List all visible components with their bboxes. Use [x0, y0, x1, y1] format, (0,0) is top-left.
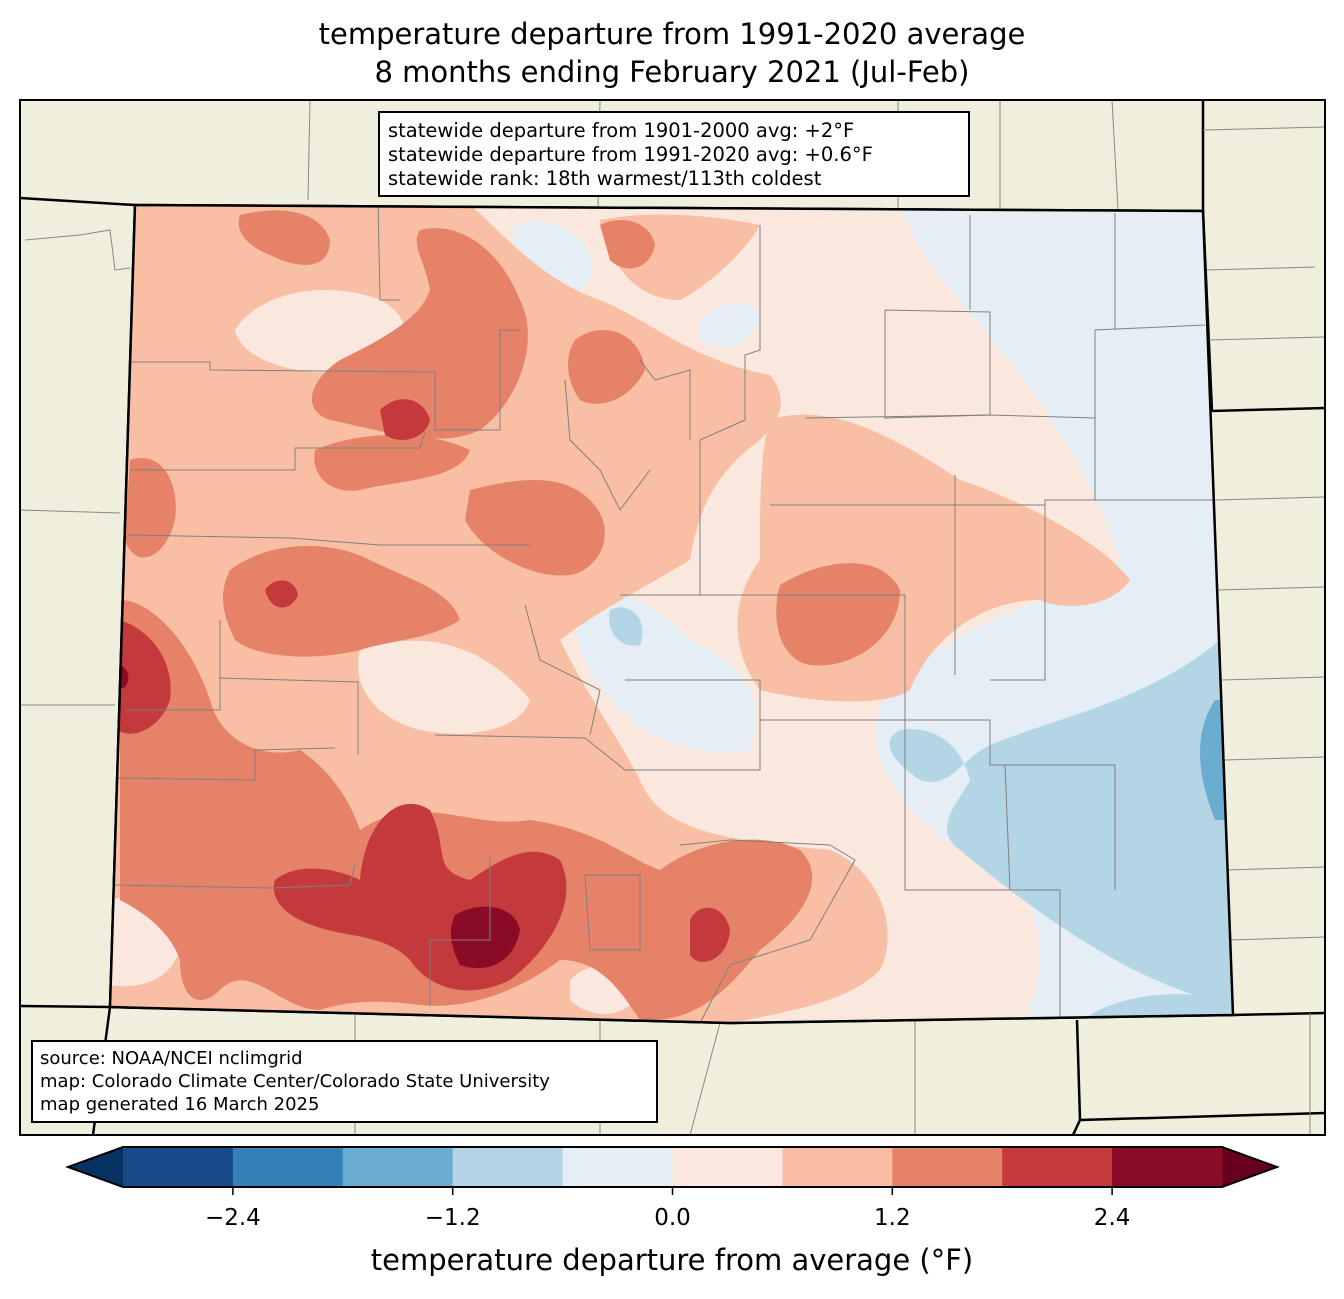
colorbar-bin — [782, 1147, 893, 1187]
colorbar-bin — [452, 1147, 564, 1187]
colorbar-bin — [562, 1147, 673, 1187]
colorbar-tick-label: 2.4 — [1093, 1205, 1131, 1231]
colorbar-bin — [672, 1147, 783, 1187]
source-box: source: NOAA/NCEI nclimgrid map: Colorad… — [31, 1040, 658, 1123]
colorbar-bin — [1002, 1147, 1113, 1187]
map-frame — [19, 99, 1326, 1136]
colorbar-tick-label: −2.4 — [204, 1205, 261, 1231]
colorbar-outline — [65, 1146, 1280, 1188]
colorbar-tick-label: 1.2 — [874, 1205, 911, 1231]
colorbar-bin — [232, 1147, 344, 1187]
stats-rank: statewide rank: 18th warmest/113th colde… — [388, 167, 822, 190]
temperature-field — [110, 205, 1233, 1023]
colorbar-bin — [1112, 1147, 1223, 1187]
colorado-outline — [108, 203, 1235, 1025]
county-lines — [114, 205, 1215, 1023]
colorbar-bin — [123, 1147, 234, 1187]
colorbar-tick-label: 0.0 — [654, 1205, 691, 1231]
map-title-line2: 8 months ending February 2021 (Jul-Feb) — [374, 55, 970, 89]
colorbar-label: temperature departure from average (°F) — [370, 1243, 974, 1277]
colorbar-bin — [892, 1147, 1003, 1187]
statewide-stats-box: statewide departure from 1901-2000 avg: … — [378, 111, 970, 197]
generated-date-line: map generated 16 March 2025 — [40, 1094, 320, 1115]
colorbar — [65, 1146, 1280, 1195]
colorbar-tick-label: −1.2 — [424, 1205, 481, 1231]
source-line: source: NOAA/NCEI nclimgrid — [40, 1048, 303, 1069]
colorbar-bin — [342, 1147, 454, 1187]
colorbar-extend-over — [1222, 1147, 1277, 1187]
stats-departure-1991-2020: statewide departure from 1991-2020 avg: … — [388, 143, 873, 166]
map-title-line1: temperature departure from 1991-2020 ave… — [318, 17, 1026, 51]
stats-departure-1901-2000: statewide departure from 1901-2000 avg: … — [388, 119, 855, 142]
map-credit-line: map: Colorado Climate Center/Colorado St… — [40, 1071, 550, 1092]
colorbar-extend-under — [68, 1147, 123, 1187]
